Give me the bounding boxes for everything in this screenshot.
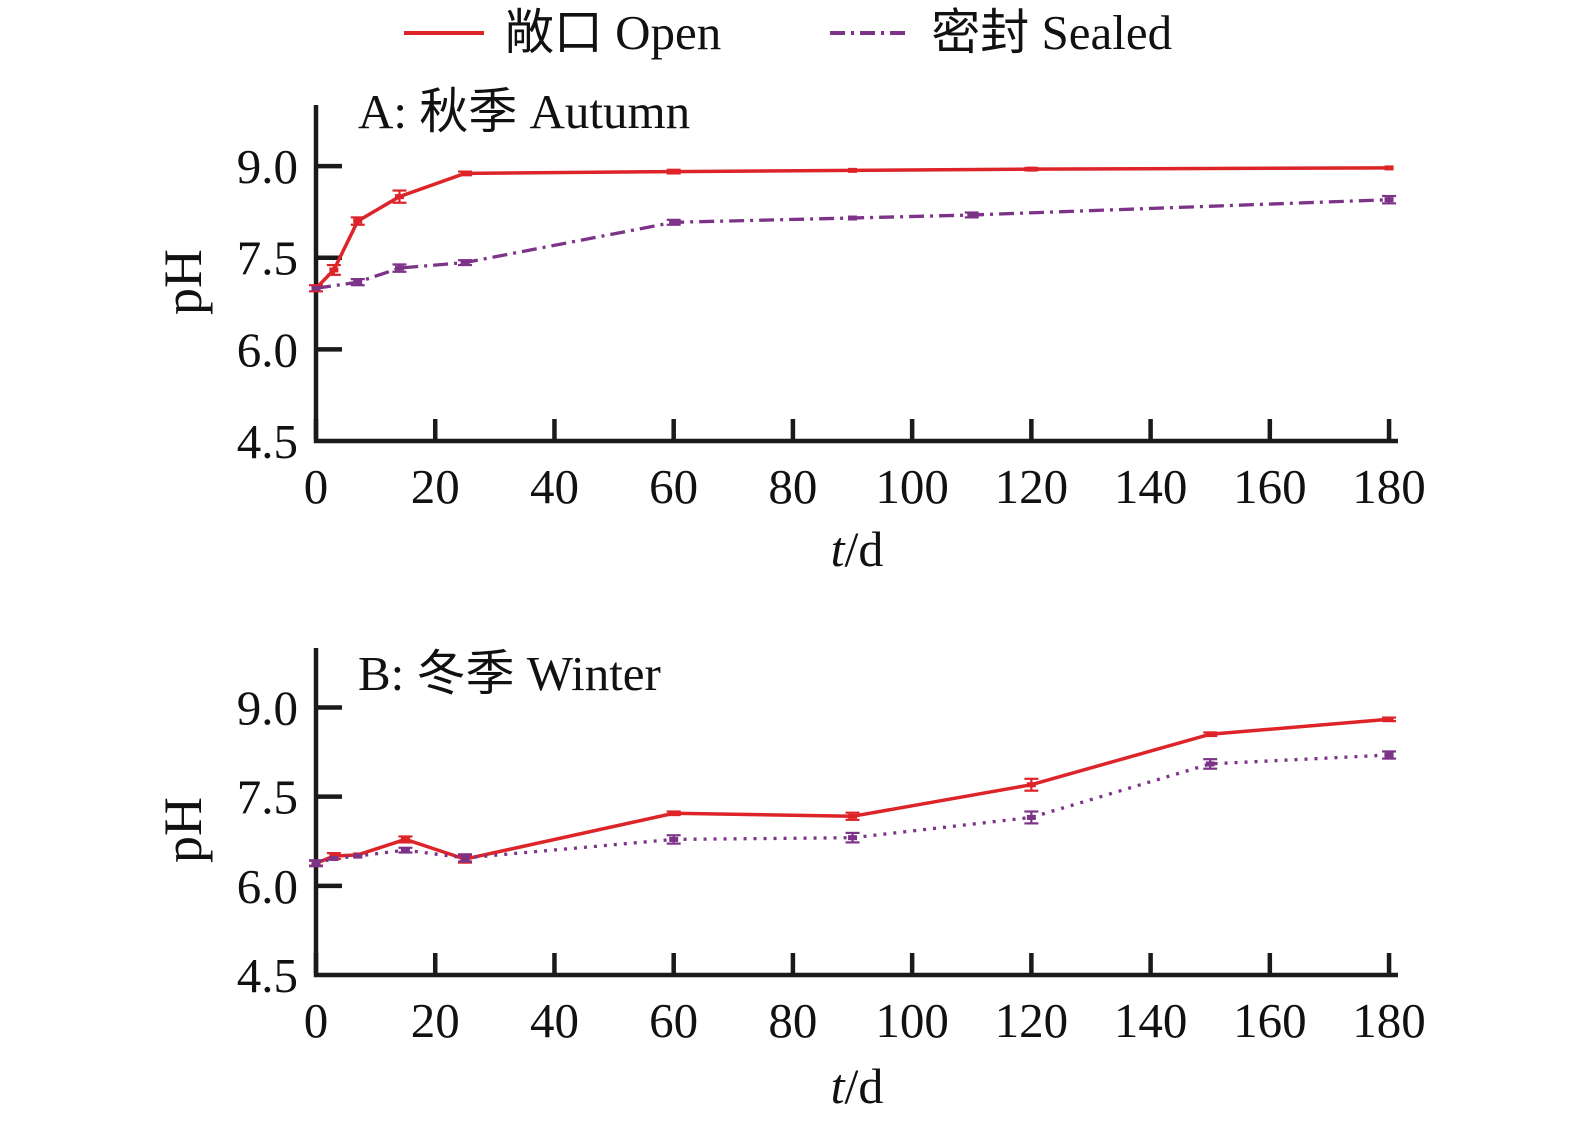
svg-text:9.0: 9.0 [237, 139, 298, 194]
svg-text:100: 100 [875, 993, 949, 1048]
svg-text:6.0: 6.0 [237, 322, 298, 377]
legend-label-sealed: 密封 Sealed [931, 5, 1173, 60]
chart-a-y-axis-label: pH [153, 249, 213, 315]
svg-text:180: 180 [1352, 459, 1426, 514]
svg-text:0: 0 [304, 993, 329, 1048]
chart-b-x-axis-label: t/d [830, 1058, 884, 1114]
svg-text:4.5: 4.5 [237, 948, 298, 1003]
svg-text:40: 40 [530, 993, 579, 1048]
svg-text:160: 160 [1233, 993, 1307, 1048]
svg-text:60: 60 [649, 459, 698, 514]
svg-text:0: 0 [304, 459, 329, 514]
sealed-line-sample-icon [830, 30, 911, 35]
legend: 敞口 Open 密封 Sealed [0, 6, 1575, 60]
svg-text:180: 180 [1352, 993, 1426, 1048]
svg-text:7.5: 7.5 [237, 770, 298, 825]
svg-text:6.0: 6.0 [237, 859, 298, 914]
svg-text:100: 100 [875, 459, 949, 514]
svg-text:140: 140 [1114, 993, 1188, 1048]
chart-a-title: A: 秋季 Autumn [358, 84, 691, 139]
svg-text:140: 140 [1114, 459, 1188, 514]
svg-text:120: 120 [995, 459, 1069, 514]
chart-a-x-axis-label: t/d [830, 521, 884, 577]
svg-text:60: 60 [649, 993, 698, 1048]
svg-text:20: 20 [411, 993, 460, 1048]
svg-text:160: 160 [1233, 459, 1307, 514]
legend-label-open: 敞口 Open [504, 5, 722, 60]
svg-text:40: 40 [530, 459, 579, 514]
svg-text:120: 120 [995, 993, 1069, 1048]
svg-text:4.5: 4.5 [237, 414, 298, 469]
legend-item-sealed: 密封 Sealed [829, 6, 1172, 60]
svg-text:80: 80 [768, 459, 817, 514]
svg-text:7.5: 7.5 [237, 231, 298, 286]
open-line-sample-icon [403, 30, 484, 35]
chart-b-y-axis-label: pH [153, 797, 213, 863]
svg-text:9.0: 9.0 [237, 680, 298, 735]
svg-text:80: 80 [768, 993, 817, 1048]
svg-text:20: 20 [411, 459, 460, 514]
legend-item-open: 敞口 Open [403, 6, 721, 60]
chart-b-title: B: 冬季 Winter [358, 646, 661, 701]
